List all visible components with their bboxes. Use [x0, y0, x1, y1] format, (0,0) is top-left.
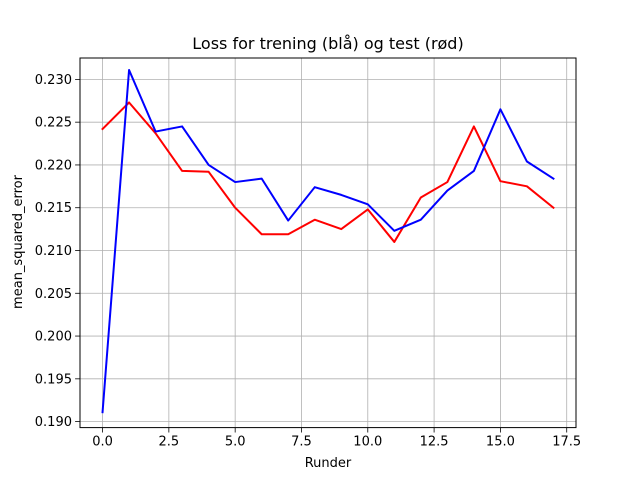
x-tick-label: 7.5: [291, 435, 312, 450]
x-tick-label: 15.0: [486, 435, 515, 450]
chart-title: Loss for trening (blå) og test (rød): [192, 34, 463, 53]
x-axis-label: Runder: [305, 456, 352, 471]
ticks: 0.0 2.5 5.0 7.5 10.0 12.5 15.0 17.5 0.190 0.195 0.…: [35, 73, 581, 450]
plot-frame: [79, 57, 577, 429]
y-tick-label: 0.205: [35, 287, 72, 302]
x-tick-label: 10.0: [353, 435, 382, 450]
x-tick-label: 2.5: [159, 435, 180, 450]
series-lines: [101, 68, 555, 414]
x-tick-label: 12.5: [420, 435, 449, 450]
y-tick-label: 0.195: [35, 372, 72, 387]
x-tick-label: 0.0: [92, 435, 113, 450]
x-tick-label: 17.5: [552, 435, 581, 450]
y-tick-label: 0.215: [35, 201, 72, 216]
test-loss-line: [101, 101, 555, 243]
y-tick-label: 0.220: [35, 158, 72, 173]
y-tick-label: 0.230: [35, 73, 72, 88]
y-tick-label: 0.200: [35, 330, 72, 345]
grid: [80, 58, 576, 428]
y-tick-label: 0.190: [35, 415, 72, 430]
y-tick-label: 0.225: [35, 116, 72, 131]
training-loss-line: [101, 68, 555, 414]
y-axis-label: mean_squared_error: [11, 174, 26, 309]
y-tick-label: 0.210: [35, 244, 72, 259]
x-tick-label: 5.0: [225, 435, 246, 450]
